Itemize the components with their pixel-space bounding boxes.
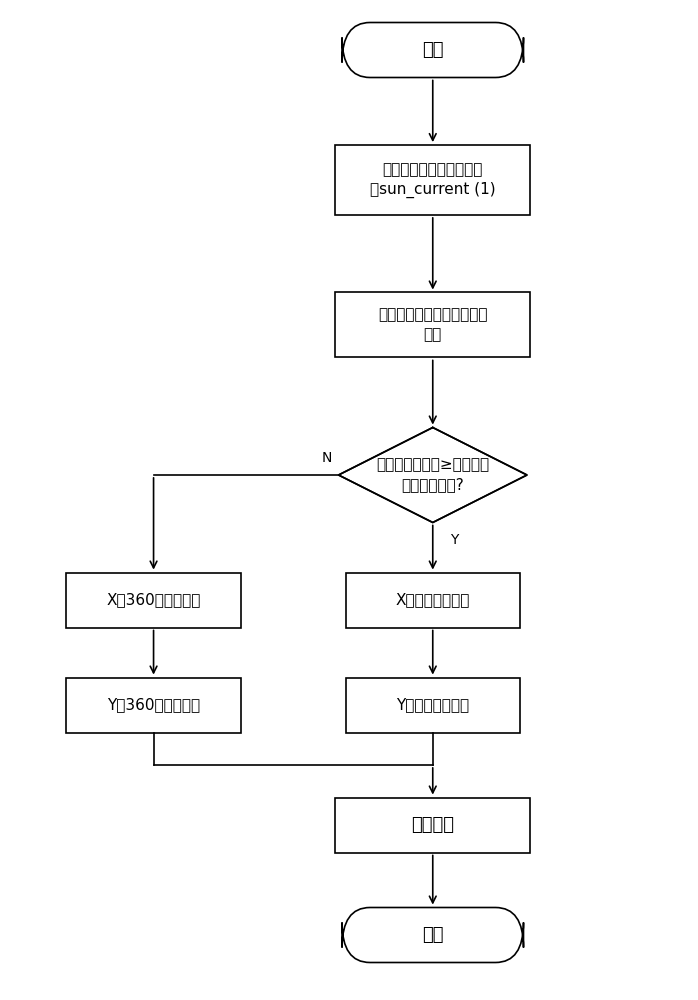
Bar [346, 572, 520, 628]
Bar [66, 678, 241, 732]
Text: 结束: 结束 [422, 926, 443, 944]
Bar [335, 798, 530, 852]
Bar [66, 572, 241, 628]
Text: X轴360度捕获太阳: X轴360度捕获太阳 [106, 592, 201, 607]
Polygon shape [339, 428, 527, 522]
Bar [335, 292, 530, 357]
Bar [346, 678, 520, 732]
Text: 当前太阳翼电流≥设定的太
阳翼电流阈值?: 当前太阳翼电流≥设定的太 阳翼电流阈值? [376, 458, 489, 492]
Text: X轴快速捕获太阳: X轴快速捕获太阳 [396, 592, 470, 607]
Text: 对日定向: 对日定向 [411, 816, 454, 834]
Text: N: N [321, 451, 332, 465]
Text: Y轴快速捕获太阳: Y轴快速捕获太阳 [396, 698, 469, 712]
Text: Y: Y [450, 532, 459, 546]
Text: Y轴360度捕获太阳: Y轴360度捕获太阳 [107, 698, 200, 712]
Bar [335, 145, 530, 215]
Text: 测量星体初始姿态下电流
值sun_current (1): 测量星体初始姿态下电流 值sun_current (1) [370, 162, 496, 198]
FancyBboxPatch shape [342, 908, 524, 962]
Text: 开始: 开始 [422, 41, 443, 59]
FancyBboxPatch shape [342, 22, 524, 78]
Text: 记录当前时刻星体初始姿态
数据: 记录当前时刻星体初始姿态 数据 [378, 308, 487, 342]
